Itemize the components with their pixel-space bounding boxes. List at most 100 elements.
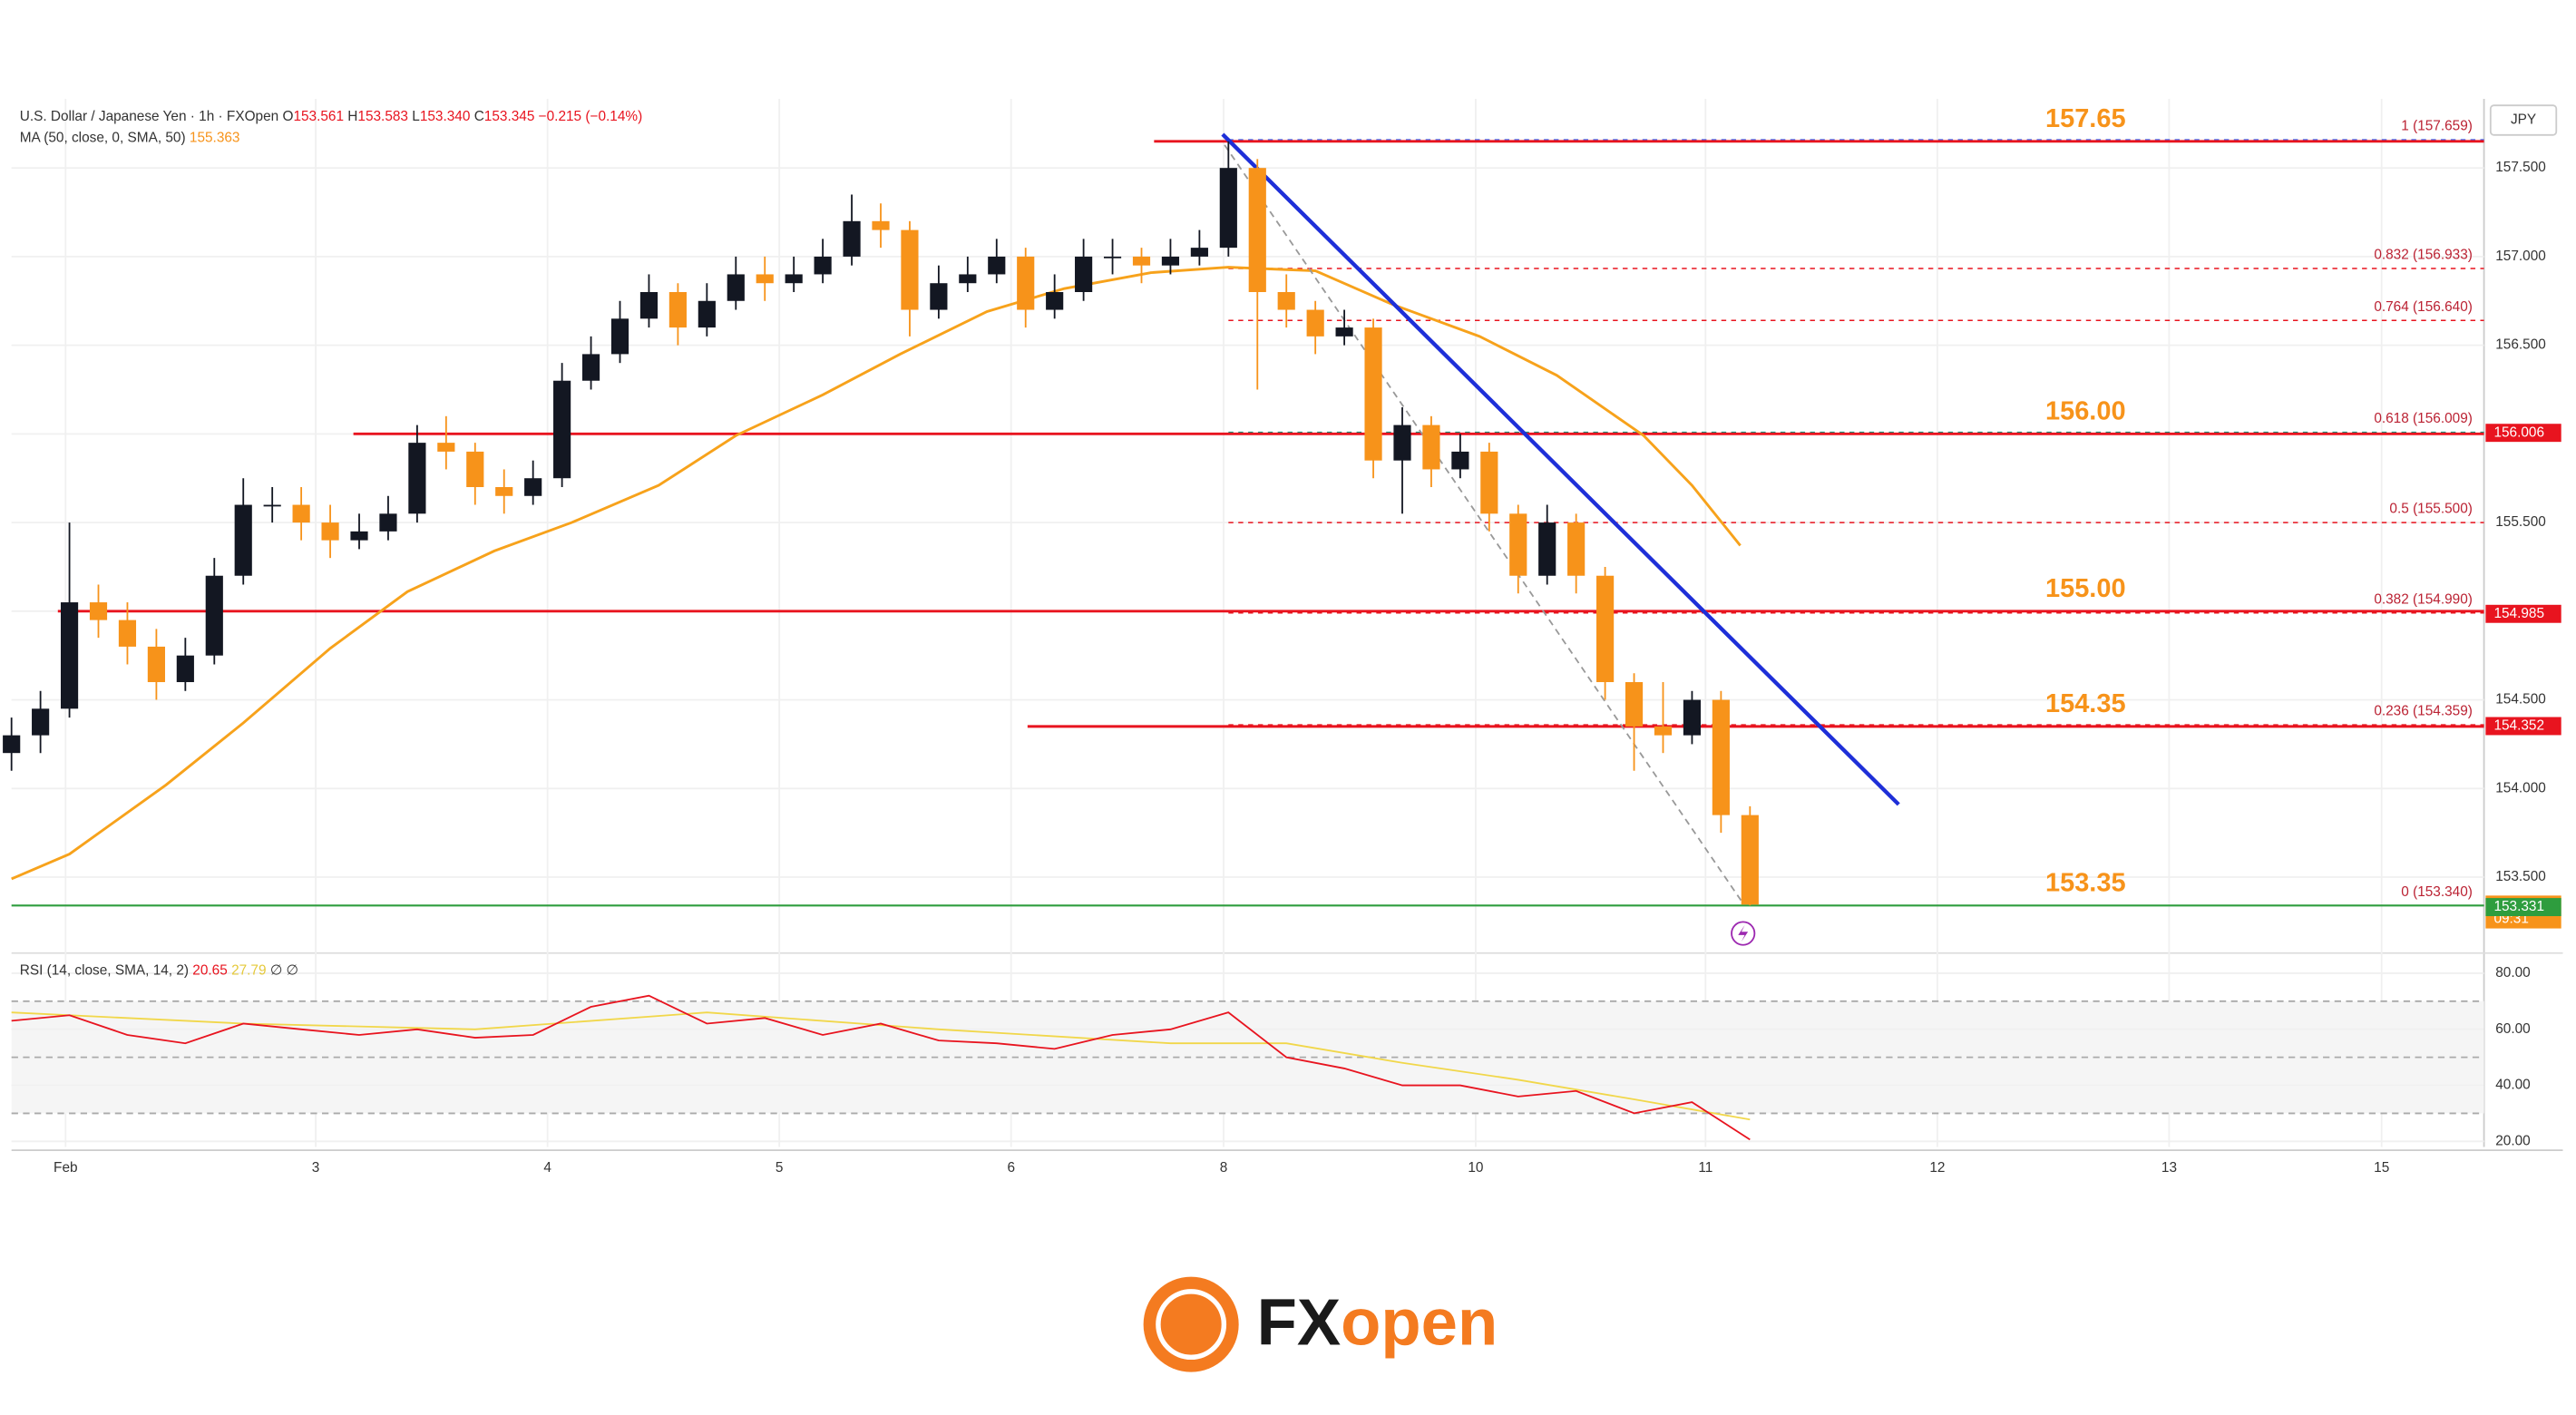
change: −0.215 (−0.14%) xyxy=(539,109,643,124)
x-tick-label: 13 xyxy=(2161,1160,2177,1176)
candle-body xyxy=(1017,256,1035,310)
price-tag-label: 156.006 xyxy=(2493,424,2544,440)
candle-body xyxy=(1075,256,1093,292)
candle-body xyxy=(118,620,137,647)
header: U.S. Dollar / Japanese Yen · 1h · FXOpen… xyxy=(20,109,642,124)
candle-body xyxy=(1567,522,1586,576)
rsi-extra: ∅ ∅ xyxy=(270,963,298,979)
candle-body xyxy=(1132,256,1151,266)
level-label: 155.00 xyxy=(2045,574,2126,603)
rsi-tick-label: 80.00 xyxy=(2495,965,2530,981)
fib-label: 0.764 (156.640) xyxy=(2374,299,2473,315)
logo-fx: FX xyxy=(1257,1286,1342,1360)
candle-body xyxy=(639,291,659,319)
candle-body xyxy=(959,274,977,284)
candle-body xyxy=(1335,327,1353,337)
symbol: U.S. Dollar / Japanese Yen · 1h · FXOpen xyxy=(20,109,278,124)
candle-body xyxy=(843,220,861,257)
candle-body xyxy=(727,274,745,301)
x-tick-label: 4 xyxy=(543,1160,551,1176)
candle-body xyxy=(1103,256,1122,259)
candle-body xyxy=(1741,815,1759,905)
price-tag-label: 154.985 xyxy=(2493,606,2544,621)
ohlc-value: 153.561 xyxy=(293,109,344,124)
candle-body xyxy=(1393,424,1411,461)
trendline xyxy=(1221,132,1900,806)
candle-body xyxy=(1654,726,1673,736)
alert-bolt xyxy=(1738,924,1749,942)
candle-body xyxy=(610,318,629,355)
fib-diagonal xyxy=(1224,144,1744,904)
price-tag xyxy=(2485,424,2561,443)
price-tag xyxy=(2485,898,2561,917)
level-label: 156.00 xyxy=(2045,396,2126,425)
candle-body xyxy=(785,274,803,284)
fib-label: 0.236 (154.359) xyxy=(2374,704,2473,719)
price-tag xyxy=(2485,604,2561,623)
candle-body xyxy=(350,531,368,541)
fib-label: 0.382 (154.990) xyxy=(2374,591,2473,607)
rsi-ma-value: 27.79 xyxy=(231,963,266,979)
support-label: 153.35 xyxy=(2045,868,2126,897)
y-tick-label: 154.000 xyxy=(2495,780,2546,795)
candle-body xyxy=(1277,291,1295,310)
rsi-ma-line xyxy=(11,1011,1751,1121)
candle-body xyxy=(32,708,50,736)
candle-body xyxy=(437,443,455,452)
logo-mark-inner xyxy=(1156,1289,1227,1361)
logo-text: FXopen xyxy=(1257,1286,1498,1360)
y-tick-label: 157.000 xyxy=(2495,249,2546,264)
x-tick-label: 12 xyxy=(1929,1160,1945,1176)
fib-label: 0.5 (155.500) xyxy=(2389,502,2472,517)
candle-body xyxy=(1451,451,1469,470)
candle-body xyxy=(872,220,890,230)
candle-body xyxy=(698,300,716,328)
logo-open: open xyxy=(1341,1286,1498,1360)
x-tick-label: 11 xyxy=(1698,1160,1712,1176)
candle-body xyxy=(1364,327,1382,461)
rsi-tick-label: 60.00 xyxy=(2495,1021,2530,1037)
candle-body xyxy=(524,478,542,496)
candle-body xyxy=(901,229,919,310)
candle-body xyxy=(1219,168,1237,249)
candle-body xyxy=(147,646,165,683)
x-tick-label: 6 xyxy=(1007,1160,1015,1176)
candle-body xyxy=(553,380,571,479)
ohlc-value: 153.583 xyxy=(357,109,408,124)
fib-label: 1 (157.659) xyxy=(2401,119,2473,134)
candle-body xyxy=(930,283,948,310)
candle-body xyxy=(205,575,223,656)
candle-body xyxy=(1509,513,1527,576)
ohlc-key: L xyxy=(412,109,420,124)
candle-body xyxy=(988,256,1006,275)
candle-body xyxy=(1538,522,1556,576)
candle-body xyxy=(1683,699,1702,736)
candle-body xyxy=(1712,699,1730,815)
y-tick-label: 157.500 xyxy=(2495,160,2546,175)
candle-body xyxy=(814,256,832,275)
ma-value: 155.363 xyxy=(190,130,240,145)
candle-body xyxy=(89,602,108,620)
candle-body xyxy=(581,354,600,381)
x-tick-label: 8 xyxy=(1220,1160,1228,1176)
currency-box xyxy=(2489,104,2558,136)
candle-body xyxy=(1596,575,1615,683)
price-tag-label: 153.331 xyxy=(2493,899,2544,914)
level-label: 154.35 xyxy=(2045,689,2126,718)
rsi-tick-label: 40.00 xyxy=(2495,1078,2530,1093)
fib-label: 0.618 (156.009) xyxy=(2374,411,2473,426)
candle-body xyxy=(1248,168,1266,292)
ma-header: MA (50, close, 0, SMA, 50) 155.363 xyxy=(20,130,240,145)
candle-body xyxy=(1161,256,1180,266)
fib-label: 0.832 (156.933) xyxy=(2374,248,2473,263)
candle-body xyxy=(60,602,79,709)
rsi-value: 20.65 xyxy=(192,963,227,979)
y-tick-label: 154.500 xyxy=(2495,692,2546,708)
candle-body xyxy=(1190,248,1208,257)
rsi-tick-label: 20.00 xyxy=(2495,1133,2530,1148)
candle-body xyxy=(1306,309,1324,337)
currency: JPY xyxy=(2511,112,2536,128)
ohlc-value: 153.340 xyxy=(420,109,471,124)
fib-label: 0 (153.340) xyxy=(2401,884,2473,900)
